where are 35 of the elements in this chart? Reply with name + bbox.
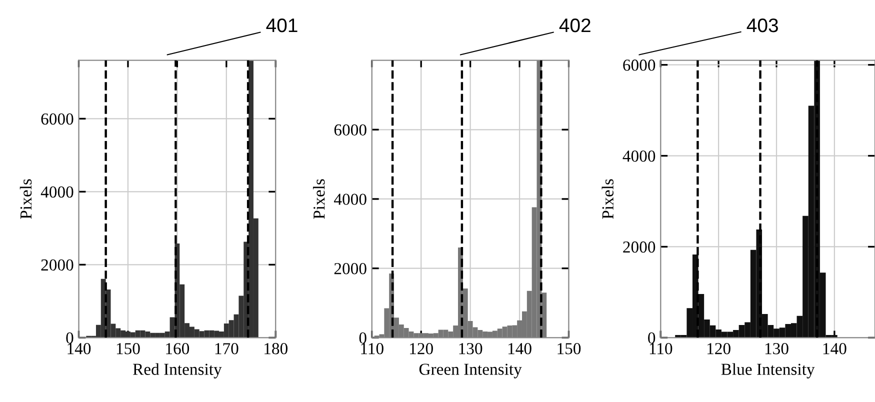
y-tick-label: 0 — [648, 332, 656, 344]
x-tick-label: 140 — [823, 343, 846, 354]
y-tick-label: 2000 — [623, 241, 656, 253]
y-axis-title: Pixels — [602, 179, 614, 219]
x-axis-title: Red Intensity — [132, 363, 222, 378]
y-tick-label: 4000 — [40, 186, 74, 198]
text: 402 — [559, 18, 590, 32]
x-axis-title: Green Intensity — [419, 364, 522, 378]
x-tick-label: 180 — [264, 343, 288, 354]
x-tick-label: 140 — [68, 343, 91, 354]
x-tick-label: 120 — [708, 343, 730, 354]
y-tick-label: 6000 — [41, 113, 74, 125]
x-axis-title: Blue Intensity — [721, 363, 815, 378]
y-tick-label: 4000 — [622, 150, 656, 162]
y-tick-label: 2000 — [334, 263, 366, 274]
x-tick-label: 120 — [410, 343, 433, 354]
x-tick-label: 110 — [361, 343, 384, 354]
x-tick-label: 140 — [508, 343, 532, 354]
y-tick-label: 6000 — [623, 60, 656, 71]
x-tick-label: 150 — [558, 343, 581, 354]
x-tick-label: 170 — [215, 343, 238, 354]
x-tick-label: 130 — [459, 343, 482, 354]
x-tick-label: 150 — [116, 343, 140, 354]
y-tick-label: 0 — [66, 332, 74, 344]
text: 403 — [746, 18, 778, 32]
y-axis-title: Pixels — [20, 179, 32, 219]
y-tick-label: 2000 — [41, 259, 74, 271]
y-tick-label: 4000 — [334, 194, 366, 205]
x-tick-label: 160 — [166, 343, 190, 354]
text: 401 — [266, 18, 298, 32]
x-tick-label: 130 — [765, 343, 788, 354]
y-tick-label: 0 — [359, 332, 366, 344]
y-axis-title: Pixels — [313, 179, 325, 219]
x-tick-label: 110 — [650, 343, 672, 354]
y-tick-label: 6000 — [334, 124, 366, 136]
